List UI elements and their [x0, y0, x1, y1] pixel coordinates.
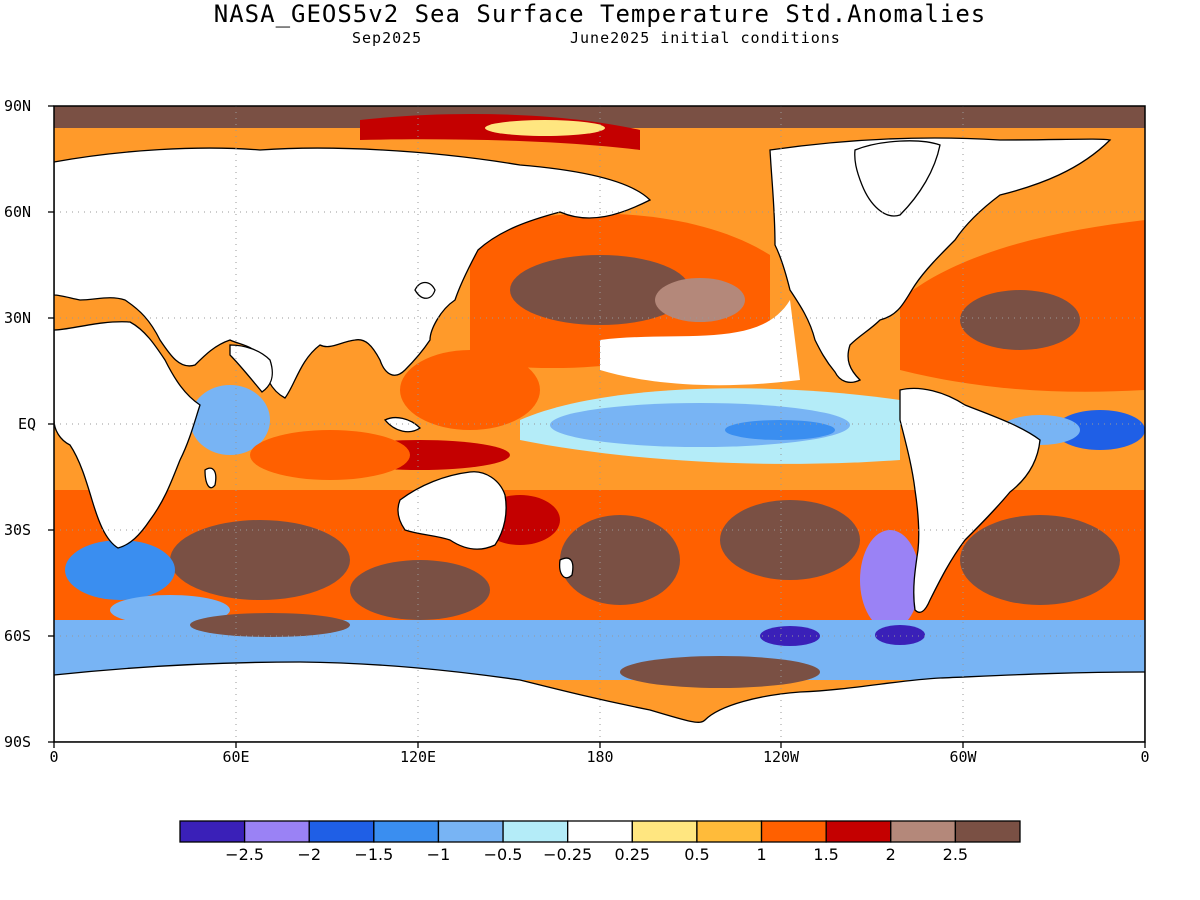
colorbar-label: −2 [297, 845, 322, 864]
colorbar-label: 1.5 [813, 845, 839, 864]
colorbar-swatch [890, 820, 957, 843]
lat-label-60n: 60N [4, 203, 32, 221]
lon-label-0-east: 0 [1140, 748, 1150, 766]
lat-label-30s: 30S [4, 521, 32, 539]
lon-label-180: 180 [586, 748, 614, 766]
land-masses [54, 137, 1145, 742]
lon-label-120e: 120E [399, 748, 437, 766]
landmass-japan [414, 281, 436, 299]
landmass-eurasia [54, 147, 652, 399]
landmass-borneo [383, 417, 422, 433]
lon-label-60e: 60E [222, 748, 250, 766]
map-title: NASA_GEOS5v2 Sea Surface Temperature Std… [213, 0, 987, 28]
colorbar-swatch [243, 820, 310, 843]
colorbar-label: 2.5 [942, 845, 969, 864]
landmass-south-america [899, 387, 1041, 613]
colorbar-label: 2 [885, 845, 896, 864]
landmass-india [229, 344, 273, 393]
landmass-north-america [769, 137, 1112, 383]
colorbar-swatch [437, 820, 504, 843]
colorbar-label: −0.25 [543, 845, 593, 864]
colorbar-swatch [825, 820, 892, 843]
colorbar-swatch [567, 820, 633, 843]
colorbar-label: −1 [426, 845, 451, 864]
landmass-new-zealand [559, 557, 574, 579]
subtitle-valid-month: Sep2025 [352, 29, 423, 47]
colorbar-label: 0.25 [614, 845, 651, 864]
landmass-madagascar [204, 467, 217, 489]
colorbar-swatch [760, 820, 827, 843]
graticule [54, 106, 1145, 742]
lat-label-90s: 90S [4, 733, 32, 751]
arctic-warm-band [54, 106, 1145, 128]
landmass-greenland [854, 140, 941, 217]
colorbar-label: 1 [756, 845, 767, 864]
lon-label-0: 0 [49, 748, 59, 766]
lat-label-eq: EQ [18, 415, 37, 433]
lon-label-120w: 120W [762, 748, 800, 766]
lat-label-30n: 30N [4, 309, 32, 327]
colorbar-label: 0.5 [684, 845, 710, 864]
colorbar-label: −2.5 [225, 845, 265, 864]
colorbar-swatch [631, 820, 698, 843]
colorbar-swatch [179, 820, 246, 843]
colorbar-swatch [954, 820, 1021, 843]
landmass-australia [397, 471, 507, 550]
lat-label-60s: 60S [4, 627, 32, 645]
lat-label-90n: 90N [4, 97, 32, 115]
landmass-africa [54, 321, 201, 549]
colorbar-label: −1.5 [354, 845, 394, 864]
landmass-antarctica [54, 661, 1145, 742]
colorbar-swatch [373, 820, 440, 843]
colorbar-label: −0.5 [483, 845, 523, 864]
subtitle-initial-conditions: June2025 initial conditions [570, 29, 841, 47]
colorbar-swatch [502, 820, 569, 843]
axis-ticks [48, 105, 1146, 748]
lon-label-60w: 60W [949, 748, 977, 766]
colorbar-swatch [696, 820, 763, 843]
colorbar-swatch [308, 820, 375, 843]
